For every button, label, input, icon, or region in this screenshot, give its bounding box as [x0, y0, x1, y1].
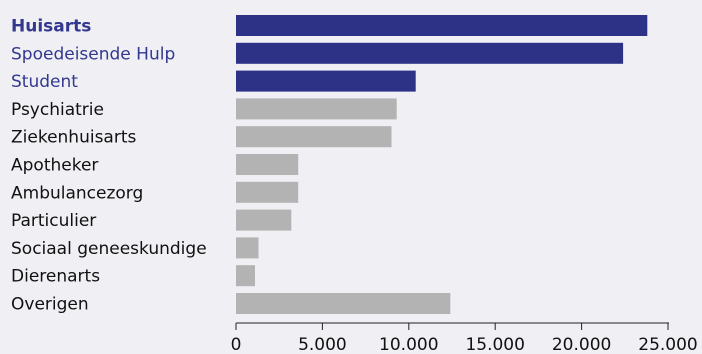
bar-student	[236, 70, 416, 92]
category-label-spoedeisende-hulp: Spoedeisende Hulp	[11, 44, 175, 64]
bar-spoedeisende-hulp	[236, 42, 624, 64]
x-tick-label-4: 20.000	[552, 335, 611, 354]
category-label-sociaal-geneeskundige: Sociaal geneeskundige	[11, 239, 207, 259]
category-label-huisarts: Huisarts	[11, 17, 91, 37]
bar-overigen	[236, 293, 451, 314]
category-label-overigen: Overigen	[11, 295, 89, 315]
category-label-particulier: Particulier	[11, 211, 96, 231]
category-label-ziekenhuisarts: Ziekenhuisarts	[11, 128, 137, 148]
bar-ambulancezorg	[236, 181, 299, 203]
bar-huisarts	[236, 15, 648, 36]
x-tick-label-2: 10.000	[379, 335, 438, 354]
bar-apotheker	[236, 154, 299, 175]
bar-dierenarts	[236, 265, 255, 287]
bar-ziekenhuisarts	[236, 126, 392, 148]
category-label-ambulancezorg: Ambulancezorg	[11, 183, 143, 203]
x-tick-label-1: 5.000	[298, 335, 347, 354]
bar-psychiatrie	[236, 98, 397, 120]
x-tick-label-3: 15.000	[465, 335, 524, 354]
category-label-student: Student	[11, 72, 78, 92]
category-label-psychiatrie: Psychiatrie	[11, 100, 104, 120]
bar-sociaal-geneeskundige	[236, 237, 259, 259]
category-label-dierenarts: Dierenarts	[11, 267, 100, 287]
bar-particulier	[236, 209, 292, 231]
x-tick-label-0: 0	[231, 335, 242, 354]
x-tick-label-5: 25.000	[638, 335, 697, 354]
category-label-apotheker: Apotheker	[11, 156, 98, 176]
